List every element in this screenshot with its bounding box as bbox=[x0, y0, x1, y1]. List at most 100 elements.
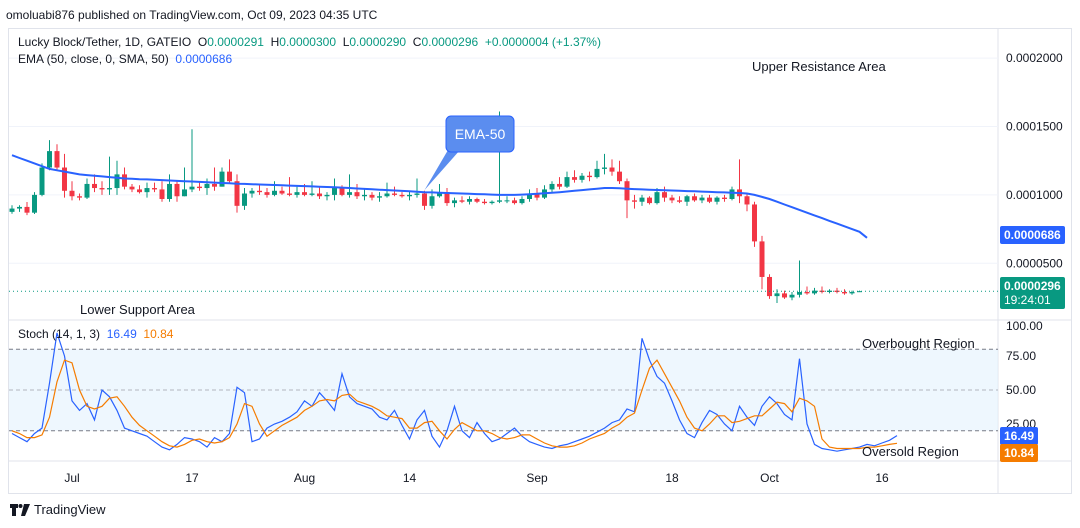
candle-body bbox=[474, 198, 480, 202]
candle-body bbox=[549, 183, 555, 190]
high-label: H bbox=[270, 35, 280, 49]
stoch-k-value: 16.49 bbox=[106, 327, 137, 341]
candle-body bbox=[234, 181, 240, 206]
change-value: +0.0000004 (+1.37%) bbox=[484, 35, 601, 49]
ema-callout-box bbox=[445, 115, 515, 153]
candle-body bbox=[362, 194, 367, 197]
candle-body bbox=[422, 193, 427, 206]
candle-body bbox=[62, 167, 67, 191]
candle-body bbox=[714, 197, 720, 202]
candle-body bbox=[482, 201, 487, 204]
footer-brand[interactable]: TradingView bbox=[10, 502, 106, 517]
price-tick-label: 0.0001000 bbox=[1006, 188, 1063, 202]
candle-body bbox=[722, 197, 727, 199]
candle-body bbox=[182, 189, 187, 197]
candle-body bbox=[452, 200, 457, 204]
time-tick-label: 18 bbox=[665, 471, 679, 485]
candle-body bbox=[489, 201, 495, 204]
candle-body bbox=[639, 197, 645, 202]
candle-body bbox=[24, 206, 30, 213]
candle-body bbox=[309, 193, 315, 195]
lower-support-label: Lower Support Area bbox=[80, 302, 196, 317]
ema-line bbox=[11, 154, 868, 239]
candle-body bbox=[189, 186, 195, 190]
candle-body bbox=[669, 197, 675, 201]
candle-body bbox=[512, 200, 517, 204]
candle-body bbox=[287, 193, 292, 195]
candle-body bbox=[114, 174, 120, 189]
candle-body bbox=[497, 200, 502, 202]
annotations: Upper Resistance Area Lower Support Area E… bbox=[80, 59, 975, 459]
candle-body bbox=[39, 167, 45, 195]
candle-body bbox=[437, 192, 442, 197]
candle-body bbox=[137, 189, 142, 193]
time-tick-label: 16 bbox=[875, 471, 889, 485]
stoch-legend[interactable]: Stoch (14, 1, 3) 16.49 10.84 bbox=[18, 327, 173, 341]
price-tick-label: 0.0000500 bbox=[1006, 256, 1063, 270]
candle-body bbox=[647, 197, 652, 204]
candle-body bbox=[519, 198, 525, 204]
candle-body bbox=[797, 292, 802, 295]
overbought-label: Overbought Region bbox=[862, 336, 975, 351]
stoch-lines bbox=[11, 332, 898, 452]
time-tick-label: 17 bbox=[185, 471, 199, 485]
published-caption: omoluabi876 published on TradingView.com… bbox=[6, 8, 378, 22]
candle-body bbox=[579, 175, 585, 180]
candle-body bbox=[804, 292, 810, 294]
candle-body bbox=[227, 171, 232, 182]
candle-body bbox=[729, 189, 735, 199]
tradingview-logo-icon bbox=[10, 503, 30, 516]
candle-body bbox=[384, 193, 390, 197]
ema-label: EMA (50, close, 0, SMA, 50) bbox=[18, 52, 169, 66]
candle-body bbox=[527, 193, 532, 199]
candle-body bbox=[294, 192, 300, 195]
oversold-label: Oversold Region bbox=[862, 444, 959, 459]
candle-body bbox=[654, 192, 660, 204]
close-label: C bbox=[412, 35, 422, 49]
candle-body bbox=[594, 168, 600, 178]
candle-body bbox=[632, 200, 637, 202]
candle-body bbox=[587, 175, 592, 178]
time-tick-label: Aug bbox=[294, 471, 315, 485]
candle-body bbox=[167, 183, 172, 199]
candle-body bbox=[152, 188, 157, 190]
candle-body bbox=[692, 196, 697, 201]
candle-body bbox=[849, 292, 855, 294]
ema-value: 0.0000686 bbox=[175, 52, 233, 66]
close-value: 0.0000296 bbox=[421, 35, 479, 49]
low-value: 0.0000290 bbox=[349, 35, 407, 49]
stoch-d-series bbox=[11, 359, 898, 450]
candle-body bbox=[69, 190, 75, 197]
candle-body bbox=[264, 192, 270, 195]
candle-body bbox=[369, 194, 375, 198]
ema-callout-label: EMA-50 bbox=[455, 126, 506, 142]
candle-body bbox=[144, 188, 150, 193]
stoch-tick-label: 75.00 bbox=[1006, 349, 1036, 363]
stoch-d-value: 10.84 bbox=[143, 327, 174, 341]
candle-body bbox=[392, 193, 397, 195]
candle-body bbox=[317, 193, 322, 197]
candle-body bbox=[197, 186, 202, 189]
ema-legend[interactable]: EMA (50, close, 0, SMA, 50) 0.0000686 bbox=[18, 52, 232, 66]
candle-body bbox=[842, 292, 847, 294]
main-legend[interactable]: Lucky Block/Tether, 1D, GATEIO O0.000029… bbox=[18, 35, 601, 49]
candles bbox=[9, 111, 998, 303]
last-price-value: 0.0000296 bbox=[1004, 279, 1061, 293]
bar-countdown: 19:24:01 bbox=[1004, 293, 1051, 307]
candle-body bbox=[204, 183, 210, 189]
stoch-label: Stoch (14, 1, 3) bbox=[18, 327, 101, 341]
time-tick-label: Sep bbox=[526, 471, 548, 485]
candle-body bbox=[159, 189, 165, 199]
candle-body bbox=[92, 183, 97, 189]
candle-body bbox=[249, 190, 255, 194]
candle-body bbox=[219, 171, 225, 187]
stoch-tick-label: 100.00 bbox=[1006, 319, 1043, 333]
candle-body bbox=[617, 171, 622, 182]
upper-resistance-label: Upper Resistance Area bbox=[752, 59, 886, 74]
candle-body bbox=[774, 293, 780, 297]
candle-body bbox=[857, 291, 862, 293]
stoch-band bbox=[9, 348, 998, 432]
stoch-k-badge: 16.49 bbox=[1000, 427, 1039, 445]
